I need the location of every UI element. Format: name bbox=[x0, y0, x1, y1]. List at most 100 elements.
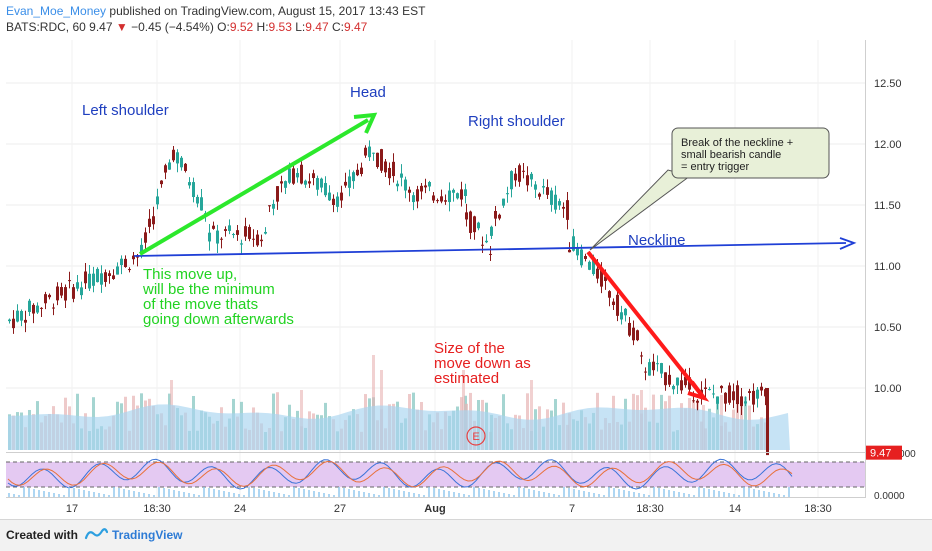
oscillator-histogram-bar bbox=[633, 492, 635, 497]
oscillator-histogram-bar bbox=[133, 491, 135, 497]
candle-body bbox=[412, 195, 415, 203]
candle-body bbox=[80, 287, 83, 296]
candle-body bbox=[376, 152, 379, 168]
candle-body bbox=[408, 189, 411, 193]
candle-body bbox=[272, 203, 275, 209]
author-link[interactable]: Evan_Moe_Money bbox=[6, 4, 107, 18]
oscillator-histogram-bar bbox=[373, 494, 375, 497]
candle-body bbox=[16, 310, 19, 322]
oscillator-histogram-bar bbox=[88, 491, 90, 497]
oscillator-histogram-bar bbox=[78, 489, 80, 497]
candle-body bbox=[76, 282, 79, 289]
move-up-text: of the move thats bbox=[143, 296, 258, 313]
symbol-label: BATS:RDC, 60 bbox=[6, 20, 86, 34]
oscillator-histogram-bar bbox=[398, 490, 400, 497]
oscillator-histogram-bar bbox=[448, 491, 450, 497]
oscillator-histogram-bar bbox=[773, 493, 775, 497]
candle-body bbox=[672, 385, 675, 390]
candle-body bbox=[428, 182, 431, 187]
candle-body bbox=[692, 400, 695, 402]
candle-body bbox=[716, 396, 719, 404]
candle-body bbox=[224, 229, 227, 231]
oscillator-histogram-bar bbox=[338, 487, 340, 497]
candle-body bbox=[52, 307, 55, 309]
candle-body bbox=[534, 184, 537, 190]
oscillator-histogram-bar bbox=[233, 493, 235, 497]
oscillator-line-k bbox=[7, 458, 793, 490]
candle-body bbox=[568, 249, 571, 253]
oscillator-histogram-bar bbox=[28, 488, 30, 497]
oscillator-histogram-bar bbox=[508, 494, 510, 497]
candle-body bbox=[252, 238, 255, 240]
candle-body bbox=[732, 391, 735, 401]
oscillator-histogram-bar bbox=[33, 489, 35, 497]
candle-body bbox=[388, 167, 391, 179]
oscillator-histogram-bar bbox=[668, 490, 670, 497]
close-value: 9.47 bbox=[343, 20, 368, 34]
candle-body bbox=[562, 206, 565, 209]
candle-body bbox=[240, 243, 243, 245]
volume-ma-area bbox=[8, 404, 790, 450]
oscillator-histogram-bar bbox=[698, 487, 700, 497]
candle-body bbox=[28, 300, 31, 312]
oscillator-histogram-bar bbox=[193, 494, 195, 497]
candle-body bbox=[616, 294, 619, 316]
candle-body bbox=[292, 168, 295, 184]
oscillator-histogram-bar bbox=[578, 490, 580, 497]
candle-body bbox=[232, 234, 235, 236]
candle-body bbox=[684, 376, 687, 386]
candle-body bbox=[368, 146, 371, 158]
move-down-arrow bbox=[586, 250, 702, 395]
oscillator-histogram-bar bbox=[483, 489, 485, 497]
oscillator-histogram-bar bbox=[713, 490, 715, 497]
candle-body bbox=[420, 185, 423, 192]
y-tick-label: 12.00 bbox=[874, 139, 902, 151]
candle-body bbox=[620, 312, 623, 320]
x-tick-label: 18:30 bbox=[143, 503, 171, 515]
oscillator-histogram-bar bbox=[378, 495, 380, 497]
oscillator-histogram-bar bbox=[68, 487, 70, 497]
y-tick-label: 11.50 bbox=[874, 200, 901, 212]
oscillator-histogram-bar bbox=[73, 488, 75, 497]
oscillator-histogram-bar bbox=[328, 494, 330, 497]
oscillator-histogram-bar bbox=[673, 491, 675, 497]
candle-body bbox=[432, 195, 435, 201]
oscillator-histogram-bar bbox=[743, 487, 745, 497]
candle-body bbox=[228, 225, 231, 231]
candle-body bbox=[752, 390, 755, 405]
candle-body bbox=[452, 189, 455, 193]
oscillator-histogram-bar bbox=[243, 495, 245, 497]
candle-body bbox=[481, 244, 484, 246]
candle-body bbox=[36, 305, 39, 313]
oscillator-histogram-bar bbox=[563, 487, 565, 497]
candle-body bbox=[624, 308, 627, 316]
oscillator-histogram-bar bbox=[468, 495, 470, 497]
candle-body bbox=[436, 200, 439, 202]
candle-body bbox=[530, 173, 533, 180]
oscillator-histogram-bar bbox=[768, 492, 770, 497]
oscillator-histogram-bar bbox=[478, 488, 480, 497]
move-up-arrowhead bbox=[353, 112, 378, 134]
last-price-label: 9.47 bbox=[870, 448, 891, 460]
candle-body bbox=[724, 392, 727, 404]
oscillator-histogram-bar bbox=[213, 489, 215, 497]
down-arrow-icon: ▼ bbox=[115, 20, 128, 34]
oscillator-histogram-bar bbox=[293, 487, 295, 497]
oscillator-histogram-bar bbox=[753, 489, 755, 497]
candle-body bbox=[720, 385, 723, 389]
candle-body bbox=[580, 249, 583, 266]
oscillator-histogram-bar bbox=[408, 492, 410, 497]
oscillator-histogram-bar bbox=[678, 492, 680, 497]
candle-body bbox=[148, 218, 151, 227]
tradingview-brand[interactable]: TradingView bbox=[112, 528, 183, 542]
candle-body bbox=[628, 322, 631, 336]
candle-body bbox=[485, 240, 488, 243]
candle-body bbox=[300, 164, 303, 184]
left-shoulder-label: Left shoulder bbox=[82, 102, 169, 119]
right-shoulder-label: Right shoulder bbox=[468, 113, 565, 130]
candle-body bbox=[256, 234, 259, 246]
candle-body bbox=[72, 287, 75, 299]
candle-body bbox=[320, 178, 323, 188]
candle-body bbox=[542, 186, 545, 188]
oscillator-histogram-bar bbox=[258, 489, 260, 497]
